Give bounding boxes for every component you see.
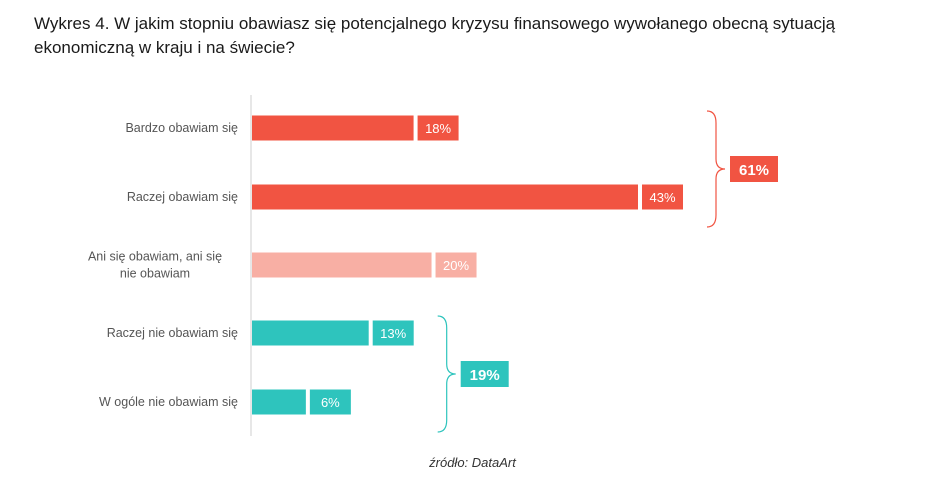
value-label: 18% (425, 121, 451, 136)
group-total-box (460, 361, 509, 387)
category-label: Raczej nie obawiam się (107, 326, 238, 340)
value-label: 6% (321, 395, 340, 410)
group-total-box (730, 156, 778, 182)
chart-title: Wykres 4. W jakim stopniu obawiasz się p… (34, 14, 836, 57)
category-label: W ogóle nie obawiam się (99, 395, 238, 409)
value-label: 13% (380, 326, 406, 341)
group-total-label: 19% (470, 367, 500, 384)
bar (252, 252, 432, 278)
group-brace (437, 315, 456, 433)
category-label: nie obawiam (120, 267, 190, 281)
bar (252, 389, 306, 415)
value-label-box (372, 320, 414, 346)
value-label-box (417, 115, 459, 141)
value-label-box (309, 389, 351, 415)
bar (252, 320, 369, 346)
source-note: źródło: DataArt (429, 455, 516, 470)
value-label-box (642, 184, 683, 210)
group-total-label: 61% (739, 162, 769, 179)
value-label: 20% (443, 258, 469, 273)
category-label: Bardzo obawiam się (125, 121, 238, 135)
value-label-box (435, 252, 477, 278)
group-brace (706, 110, 726, 228)
value-label: 43% (649, 190, 675, 205)
category-label: Raczej obawiam się (127, 190, 238, 204)
bar (252, 184, 638, 210)
category-label: Ani się obawiam, ani się (88, 250, 222, 264)
bar (252, 115, 414, 141)
